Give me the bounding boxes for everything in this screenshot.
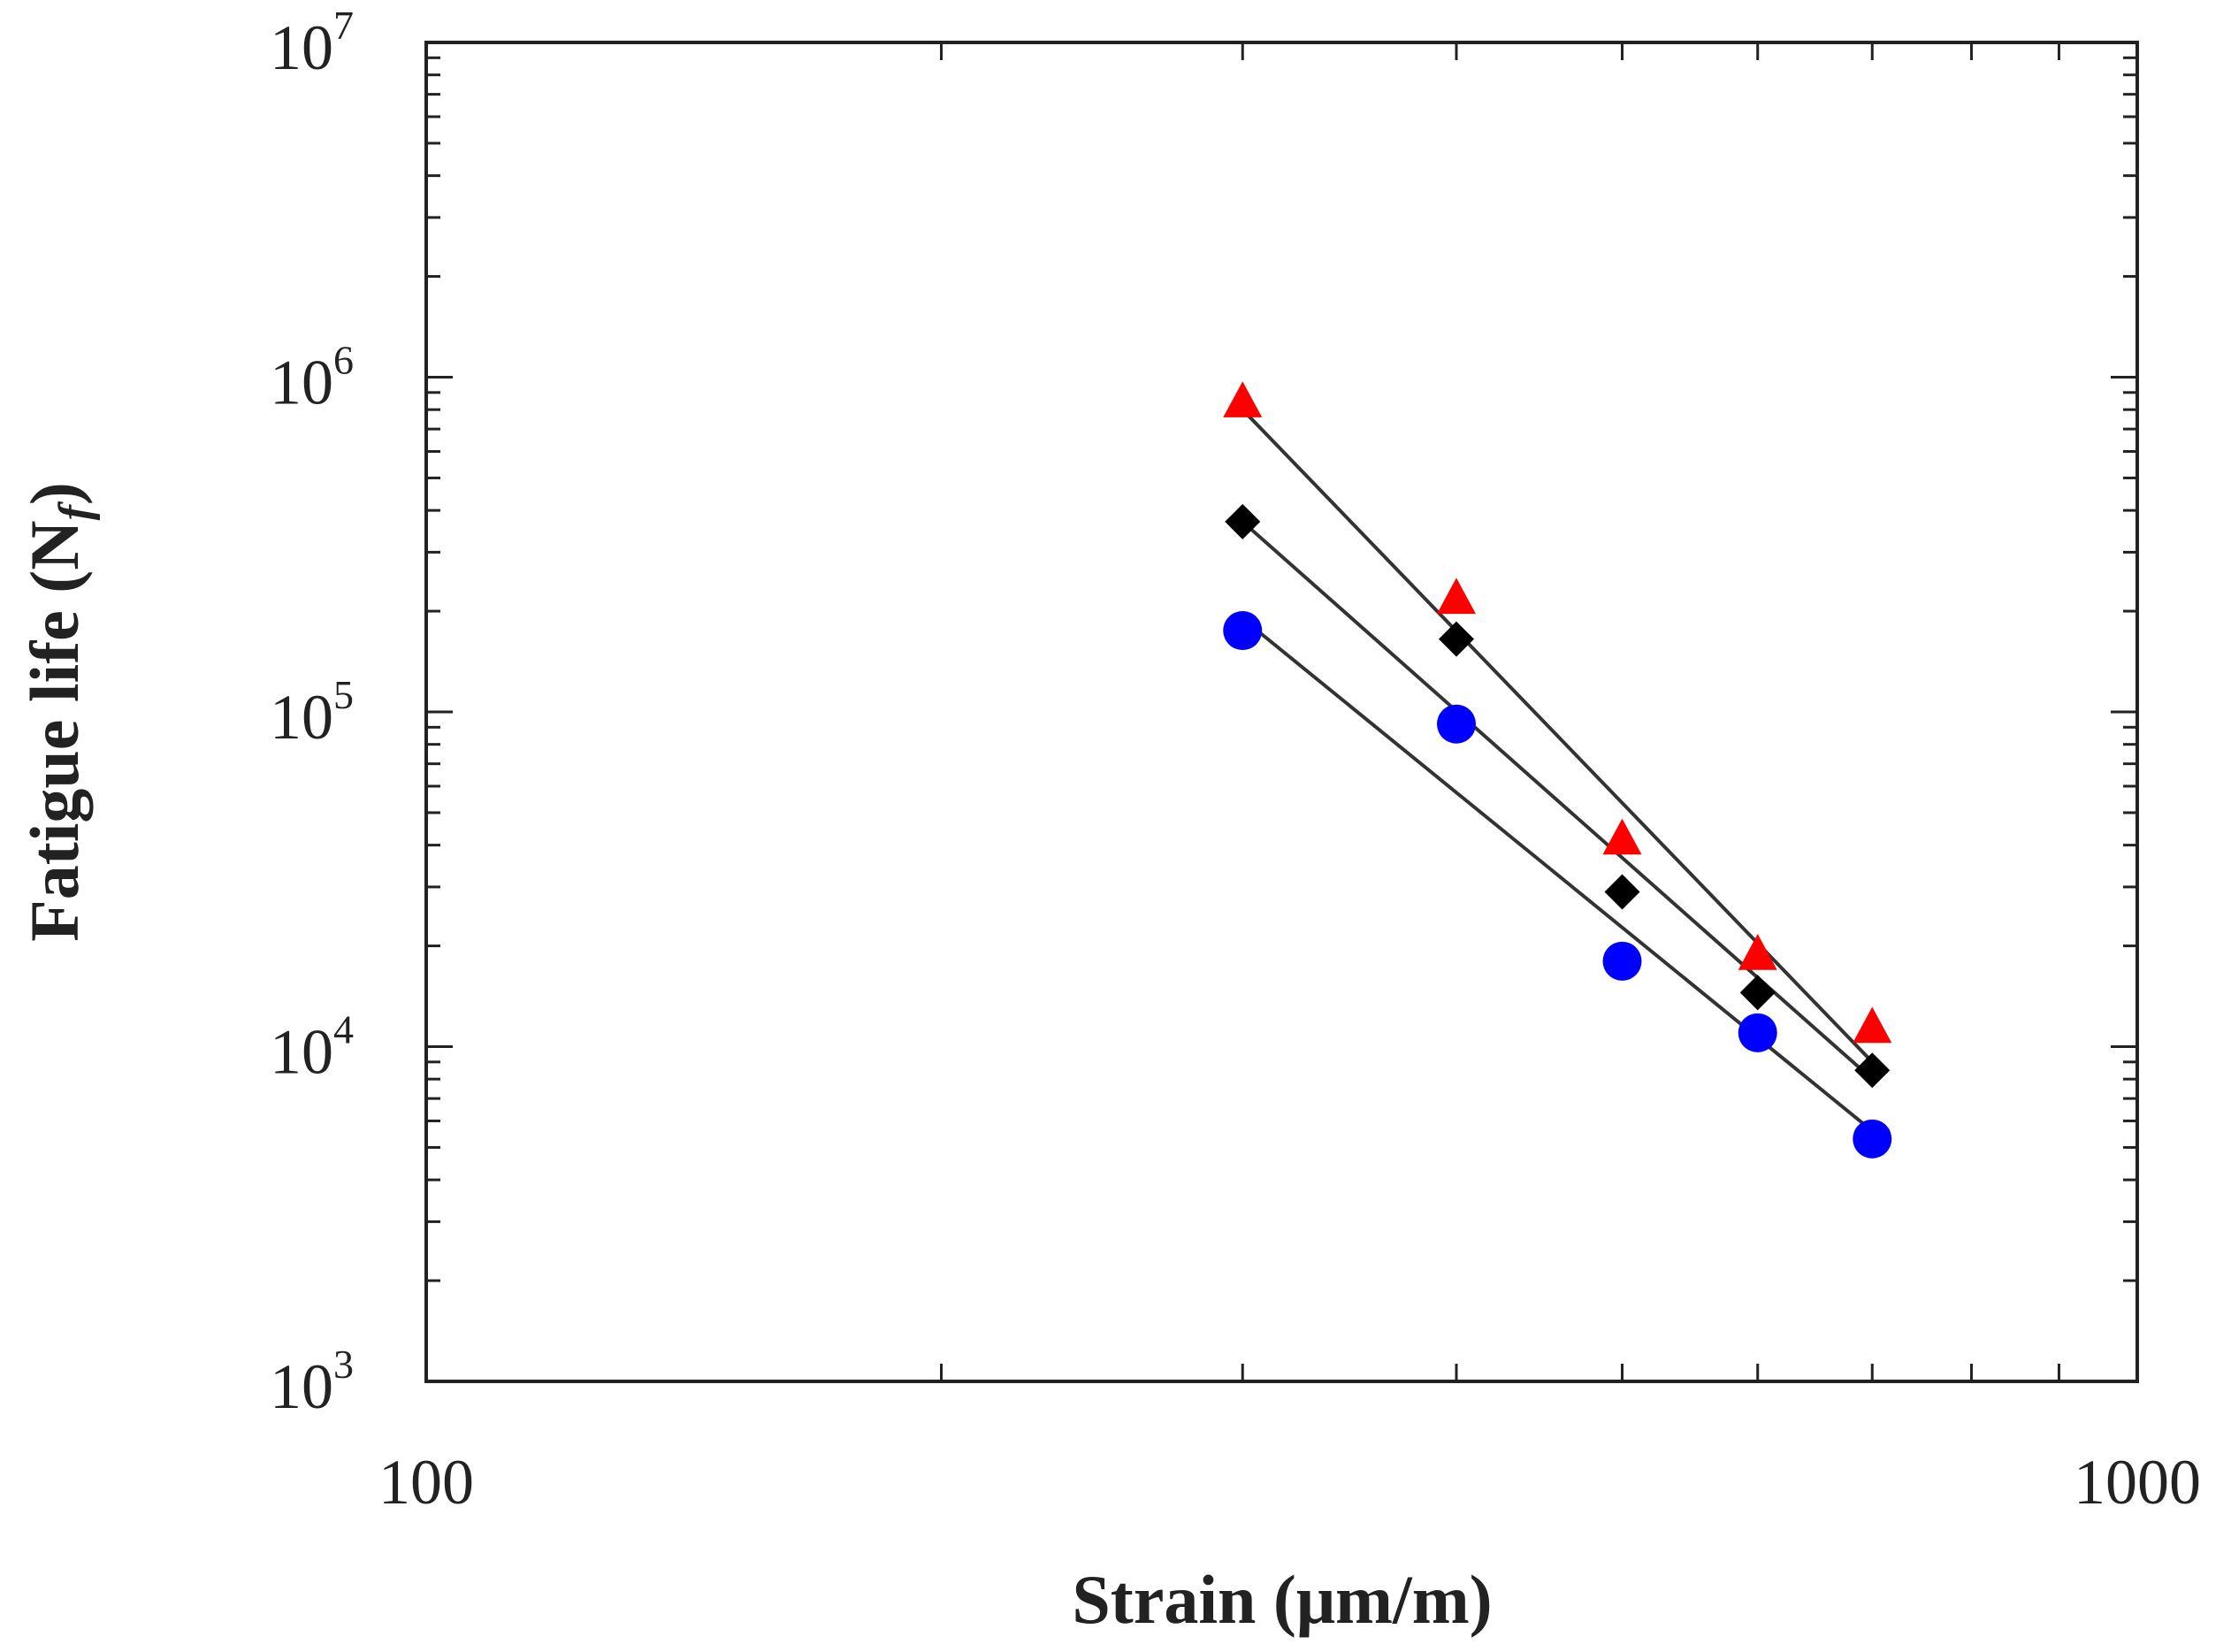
y-tick-label: 104 xyxy=(270,1007,354,1088)
x-tick-label: 1000 xyxy=(2074,1447,2201,1518)
data-markers xyxy=(1223,381,1892,1159)
y-tick-label-base: 10 xyxy=(270,1351,333,1422)
data-point-diamond xyxy=(1438,621,1474,657)
y-tick-label: 106 xyxy=(270,338,354,418)
data-point-triangle xyxy=(1853,1006,1892,1044)
x-axis-title: Strain (μm/m) xyxy=(1072,1561,1492,1638)
y-tick-label-base: 10 xyxy=(270,348,333,418)
data-point-triangle xyxy=(1436,577,1476,615)
y-tick-label-exponent: 5 xyxy=(333,672,354,717)
y-tick-label-exponent: 7 xyxy=(333,3,354,48)
y-tick-label-base: 10 xyxy=(270,682,333,753)
y-axis-title-subscript: f xyxy=(50,501,101,520)
data-point-diamond xyxy=(1739,975,1776,1011)
y-axis-title: Fatigue life (Nf) xyxy=(16,482,101,942)
y-tick-label-exponent: 4 xyxy=(333,1007,354,1052)
data-point-diamond xyxy=(1854,1052,1891,1089)
y-tick-label-base: 10 xyxy=(270,1017,333,1088)
y-tick-label-base: 10 xyxy=(270,12,333,83)
minor-ticks xyxy=(426,42,2137,1383)
data-point-circle xyxy=(1602,941,1642,981)
y-axis-title-main: Fatigue life (N xyxy=(16,520,93,942)
data-point-diamond xyxy=(1225,503,1261,539)
data-point-triangle xyxy=(1738,933,1777,970)
data-point-circle xyxy=(1853,1119,1892,1159)
fit-line xyxy=(1241,616,1874,1133)
y-axis-title-close: ) xyxy=(16,482,93,505)
data-point-triangle xyxy=(1223,381,1263,417)
y-tick-label-exponent: 6 xyxy=(333,338,354,383)
fit-lines xyxy=(1241,408,1874,1133)
y-tick-label: 103 xyxy=(270,1342,354,1422)
y-tick-label: 105 xyxy=(270,672,354,753)
data-point-circle xyxy=(1738,1013,1777,1052)
fit-line xyxy=(1241,520,1874,1081)
y-tick-label-exponent: 3 xyxy=(333,1342,354,1387)
data-point-diamond xyxy=(1604,874,1640,910)
plot-frame xyxy=(424,41,2139,1383)
data-point-circle xyxy=(1436,704,1476,744)
fit-line xyxy=(1241,408,1874,1064)
data-point-triangle xyxy=(1602,818,1642,855)
data-point-circle xyxy=(1223,611,1263,651)
x-tick-labels: 100 1000 xyxy=(378,1447,2201,1518)
x-tick-label: 100 xyxy=(378,1447,474,1518)
y-tick-label: 107 xyxy=(270,3,354,83)
